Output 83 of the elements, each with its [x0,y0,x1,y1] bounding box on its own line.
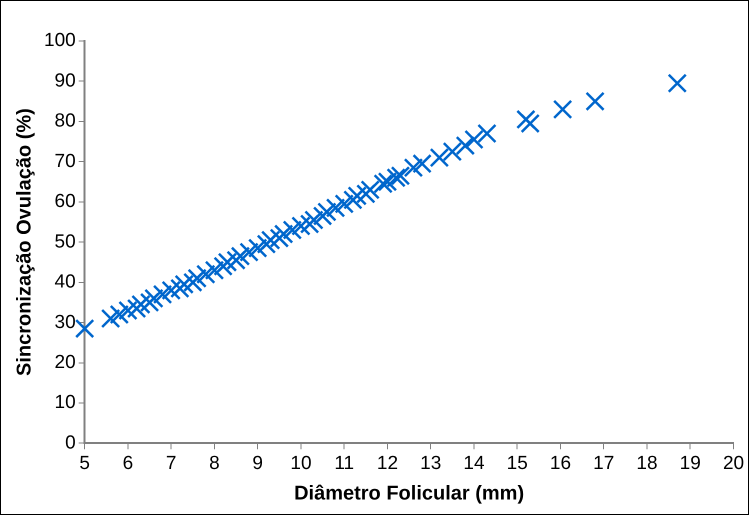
x-tick-label: 20 [722,452,744,474]
x-tick-label: 19 [680,452,701,474]
x-tick-label: 9 [252,452,264,474]
point [161,280,181,300]
x-tick-label: 10 [290,452,312,474]
point [270,228,290,248]
point [204,260,224,280]
y-tick-label: 30 [54,312,76,333]
point [152,284,172,304]
point [126,298,146,318]
point [334,194,354,214]
point [477,124,497,144]
point [326,198,346,218]
point [668,73,688,93]
x-tick-label: 12 [376,452,398,474]
x-tick-label: 8 [209,452,220,474]
point [260,230,280,250]
x-tick-label: 7 [166,452,176,474]
point [585,92,605,112]
point [360,180,380,200]
point [412,154,432,174]
point [356,184,376,204]
x-tick-label: 13 [420,452,442,474]
x-tick-label: 15 [506,452,528,474]
point [256,234,276,254]
point [456,136,476,156]
point [100,308,120,328]
x-tick-label: 5 [79,452,90,474]
y-tick-label: 10 [54,392,76,414]
y-tick-label: 70 [54,150,76,172]
point [196,264,216,284]
point [248,238,268,258]
point [140,292,160,312]
point [300,214,320,234]
point [552,100,572,120]
point [230,246,250,266]
x-tick-label: 18 [636,452,658,474]
point [110,304,130,324]
point [304,210,324,230]
y-tick-label: 50 [54,231,76,252]
y-tick-label: 80 [54,110,76,132]
y-axis-title: Sincronização Ovulação (%) [14,108,36,376]
point [118,300,138,320]
y-tick-label: 40 [54,272,76,293]
point [274,224,294,244]
point [187,268,207,288]
point [226,250,246,270]
point [430,148,450,168]
point [170,278,190,298]
point [343,190,363,210]
point [239,242,259,262]
point [516,110,536,130]
point [520,114,540,134]
y-tick-label: 60 [54,191,76,212]
point [174,274,194,294]
point [464,130,484,150]
x-tick-label: 11 [334,452,354,474]
point [390,166,410,186]
point [378,172,398,192]
y-tick-label: 0 [65,432,76,454]
y-tick-label: 100 [44,30,76,52]
point [386,168,406,188]
x-axis-title: Diâmetro Folicular (mm) [294,482,524,505]
point [282,220,302,240]
y-tick-label: 90 [54,70,76,92]
point [291,216,311,236]
point [183,272,203,292]
point [404,158,424,178]
x-tick-label: 14 [463,452,485,474]
x-tick-label: 17 [593,452,614,474]
point [218,252,238,272]
point [312,206,332,226]
x-tick-label: 16 [550,452,572,474]
point [317,202,337,222]
x-tick-label: 6 [122,452,134,474]
point [74,318,94,338]
point [347,186,367,206]
point [373,174,393,194]
point [144,288,164,308]
point [442,142,462,162]
point [213,256,233,276]
point [131,294,151,314]
y-tick-label: 20 [54,352,76,373]
